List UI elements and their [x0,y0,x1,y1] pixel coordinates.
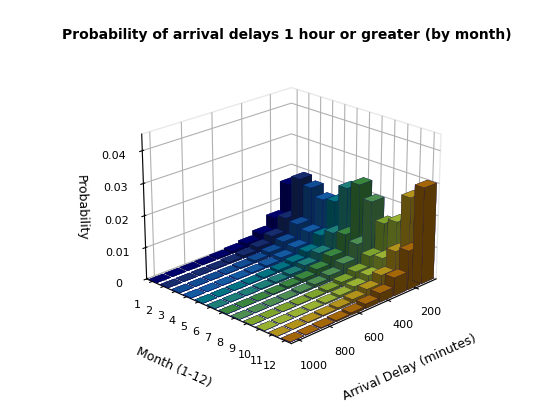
Title: Probability of arrival delays 1 hour or greater (by month): Probability of arrival delays 1 hour or … [62,28,512,42]
Y-axis label: Month (1-12): Month (1-12) [134,345,213,390]
X-axis label: Arrival Delay (minutes): Arrival Delay (minutes) [340,332,478,403]
